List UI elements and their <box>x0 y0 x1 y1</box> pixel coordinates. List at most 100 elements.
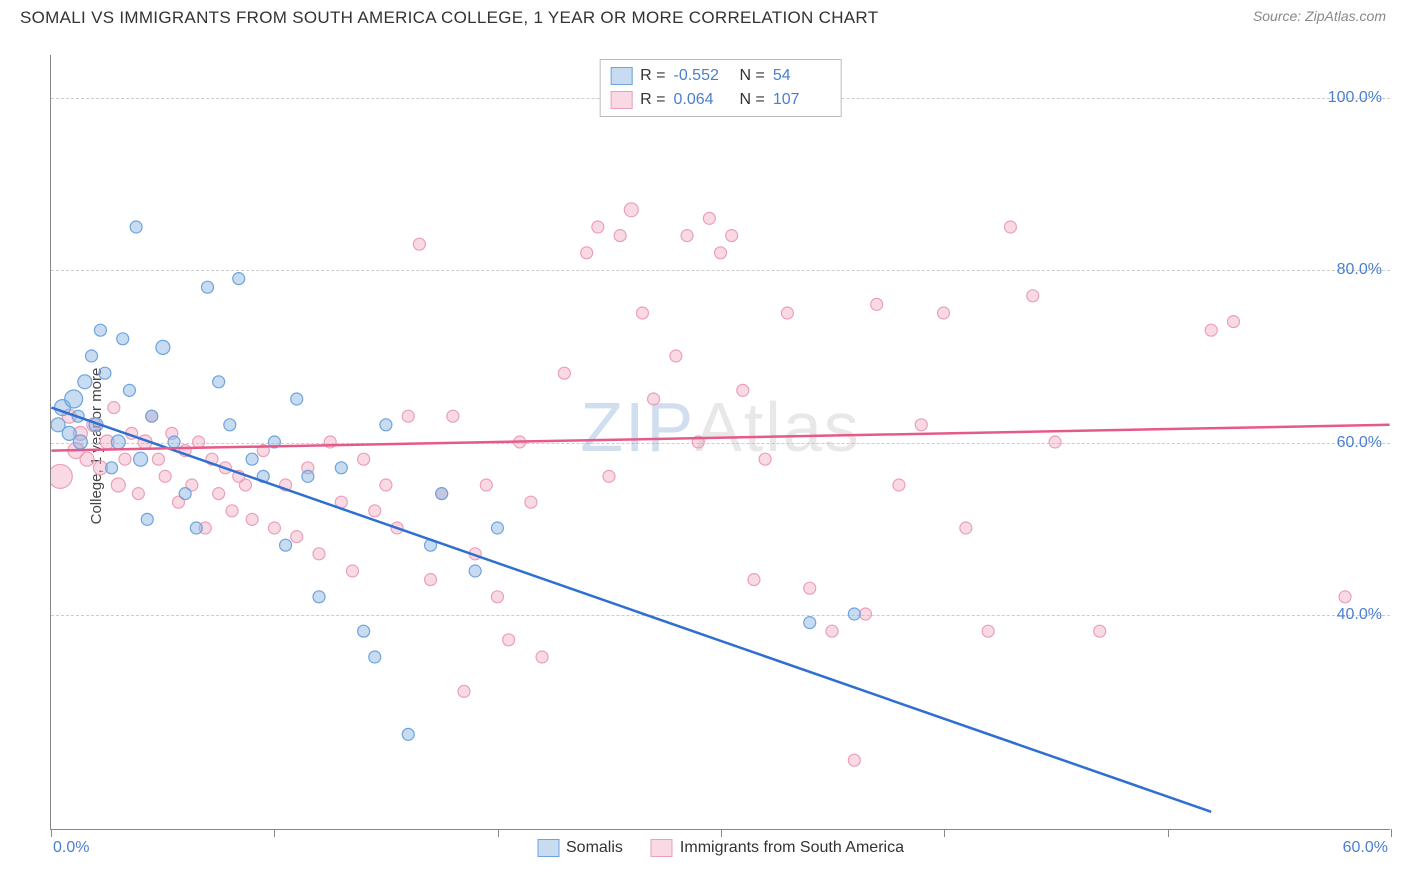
data-point-b <box>726 230 738 242</box>
data-point-a <box>78 375 92 389</box>
data-point-a <box>123 384 135 396</box>
data-point-b <box>1049 436 1061 448</box>
data-point-b <box>603 470 615 482</box>
data-point-b <box>239 479 251 491</box>
data-point-b <box>826 625 838 637</box>
stats-row-b: R = 0.064 N = 107 <box>610 88 831 112</box>
data-point-b <box>132 488 144 500</box>
swatch-series-b <box>610 91 632 109</box>
data-point-a <box>369 651 381 663</box>
data-point-b <box>1339 591 1351 603</box>
data-point-b <box>369 505 381 517</box>
data-point-a <box>469 565 481 577</box>
data-point-b <box>108 402 120 414</box>
correlation-stats-box: R = -0.552 N = 54 R = 0.064 N = 107 <box>599 59 842 117</box>
data-point-a <box>111 435 125 449</box>
data-point-b <box>915 419 927 431</box>
data-point-b <box>1205 324 1217 336</box>
x-tick <box>1168 829 1169 837</box>
data-point-a <box>141 513 153 525</box>
n-label: N = <box>740 88 765 112</box>
n-label: N = <box>740 64 765 88</box>
data-point-b <box>119 453 131 465</box>
legend-swatch-b <box>651 839 673 857</box>
data-point-a <box>190 522 202 534</box>
x-tick-label: 0.0% <box>53 839 89 857</box>
data-point-a <box>146 410 158 422</box>
data-point-b <box>848 754 860 766</box>
data-point-a <box>130 221 142 233</box>
data-point-a <box>848 608 860 620</box>
data-point-b <box>581 247 593 259</box>
data-point-b <box>614 230 626 242</box>
data-point-b <box>748 574 760 586</box>
data-point-b <box>982 625 994 637</box>
data-point-b <box>804 582 816 594</box>
data-point-a <box>224 419 236 431</box>
data-point-a <box>804 617 816 629</box>
x-tick <box>274 829 275 837</box>
n-value-a: 54 <box>773 64 831 88</box>
data-point-a <box>246 453 258 465</box>
data-point-a <box>134 452 148 466</box>
data-point-b <box>503 634 515 646</box>
data-point-b <box>592 221 604 233</box>
data-point-b <box>447 410 459 422</box>
data-point-a <box>436 488 448 500</box>
data-point-b <box>893 479 905 491</box>
x-tick <box>51 829 52 837</box>
data-point-a <box>179 488 191 500</box>
data-point-b <box>213 488 225 500</box>
data-point-b <box>1027 290 1039 302</box>
data-point-b <box>960 522 972 534</box>
data-point-b <box>859 608 871 620</box>
data-point-b <box>1228 316 1240 328</box>
source-attribution: Source: ZipAtlas.com <box>1253 8 1386 24</box>
data-point-b <box>681 230 693 242</box>
data-point-b <box>737 384 749 396</box>
data-point-a <box>106 462 118 474</box>
data-point-b <box>648 393 660 405</box>
data-point-b <box>525 496 537 508</box>
legend-item-b: Immigrants from South America <box>651 839 904 857</box>
data-point-b <box>871 298 883 310</box>
data-point-b <box>413 238 425 250</box>
data-point-b <box>536 651 548 663</box>
data-point-b <box>491 591 503 603</box>
stats-row-a: R = -0.552 N = 54 <box>610 64 831 88</box>
x-tick <box>721 829 722 837</box>
data-point-a <box>156 340 170 354</box>
legend-label-a: Somalis <box>566 839 623 857</box>
data-point-b <box>193 436 205 448</box>
data-point-b <box>268 522 280 534</box>
data-point-a <box>402 728 414 740</box>
data-point-a <box>117 333 129 345</box>
data-point-b <box>402 410 414 422</box>
r-value-b: 0.064 <box>674 88 732 112</box>
data-point-a <box>291 393 303 405</box>
regression-line-b <box>51 425 1389 451</box>
data-point-a <box>380 419 392 431</box>
data-point-b <box>346 565 358 577</box>
data-point-a <box>313 591 325 603</box>
data-point-b <box>80 452 94 466</box>
data-point-b <box>111 478 125 492</box>
chart-plot-area: ZIPAtlas R = -0.552 N = 54 R = 0.064 N =… <box>50 55 1390 830</box>
data-point-b <box>558 367 570 379</box>
regression-line-a <box>51 408 1211 812</box>
chart-title: SOMALI VS IMMIGRANTS FROM SOUTH AMERICA … <box>20 8 878 28</box>
data-point-b <box>1094 625 1106 637</box>
r-label: R = <box>640 88 665 112</box>
data-point-a <box>358 625 370 637</box>
data-point-a <box>99 367 111 379</box>
data-point-b <box>291 531 303 543</box>
data-point-b <box>358 453 370 465</box>
r-label: R = <box>640 64 665 88</box>
x-tick <box>1391 829 1392 837</box>
source-name: ZipAtlas.com <box>1305 8 1386 24</box>
data-point-b <box>715 247 727 259</box>
legend-item-a: Somalis <box>537 839 623 857</box>
data-point-a <box>65 390 83 408</box>
data-point-a <box>302 470 314 482</box>
data-point-a <box>86 350 98 362</box>
